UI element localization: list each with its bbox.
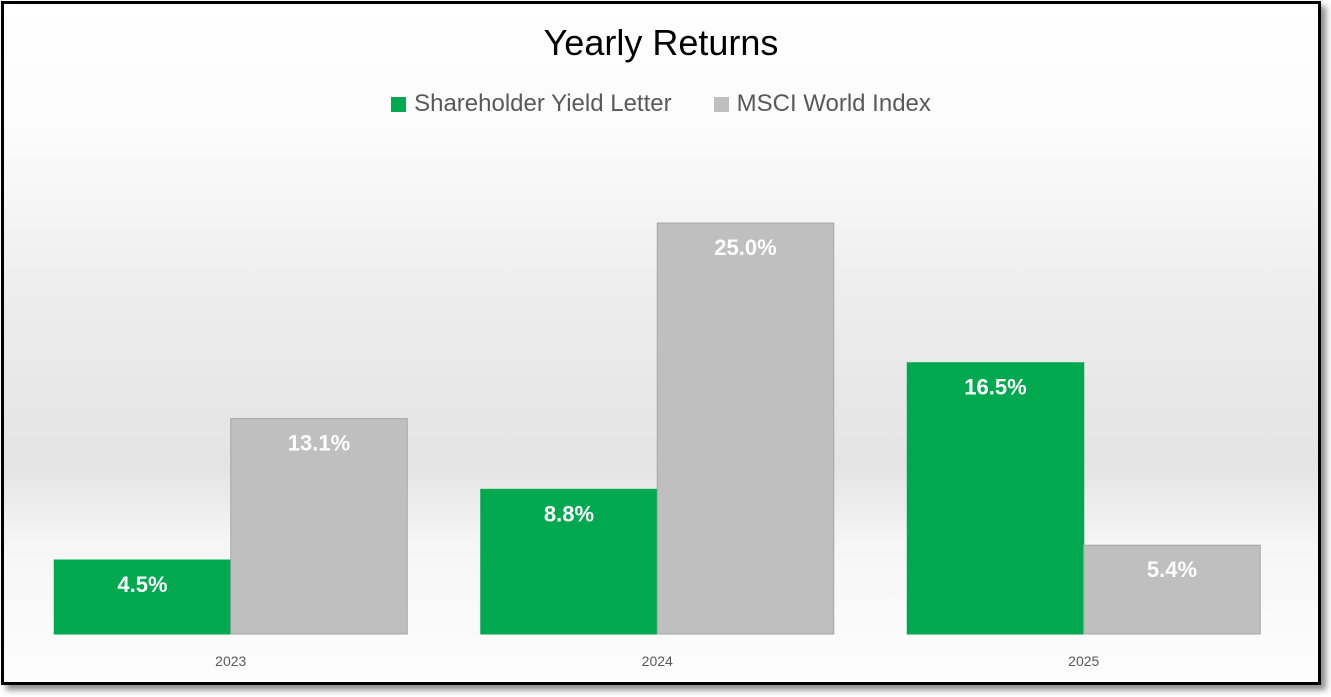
bar-2024-msci — [656, 222, 835, 635]
data-label: 8.8% — [544, 501, 594, 526]
legend-label: Shareholder Yield Letter — [414, 90, 672, 117]
data-label: 5.4% — [1147, 557, 1197, 582]
data-label: 25.0% — [714, 235, 776, 260]
legend-label: MSCI World Index — [736, 90, 931, 117]
x-tick-label: 2025 — [1068, 653, 1099, 669]
x-tick-label: 2024 — [642, 653, 673, 669]
bar-2025-msci — [1083, 544, 1261, 635]
bar-2023-msci — [230, 418, 408, 635]
data-label: 4.5% — [117, 572, 167, 597]
legend-swatch-green — [391, 96, 407, 112]
data-label: 16.5% — [964, 375, 1026, 400]
data-label: 13.1% — [288, 431, 350, 456]
legend-item-shareholder-yield: Shareholder Yield Letter — [391, 90, 672, 118]
legend-swatch-gray — [713, 96, 729, 112]
legend-item-msci-world: MSCI World Index — [713, 90, 931, 118]
bar-2025-syl — [906, 362, 1085, 635]
x-tick-label: 2023 — [215, 653, 246, 669]
chart-title: Yearly Returns — [543, 22, 779, 63]
legend: Shareholder Yield Letter MSCI World Inde… — [4, 90, 1318, 118]
bar-2023-syl — [53, 559, 232, 635]
